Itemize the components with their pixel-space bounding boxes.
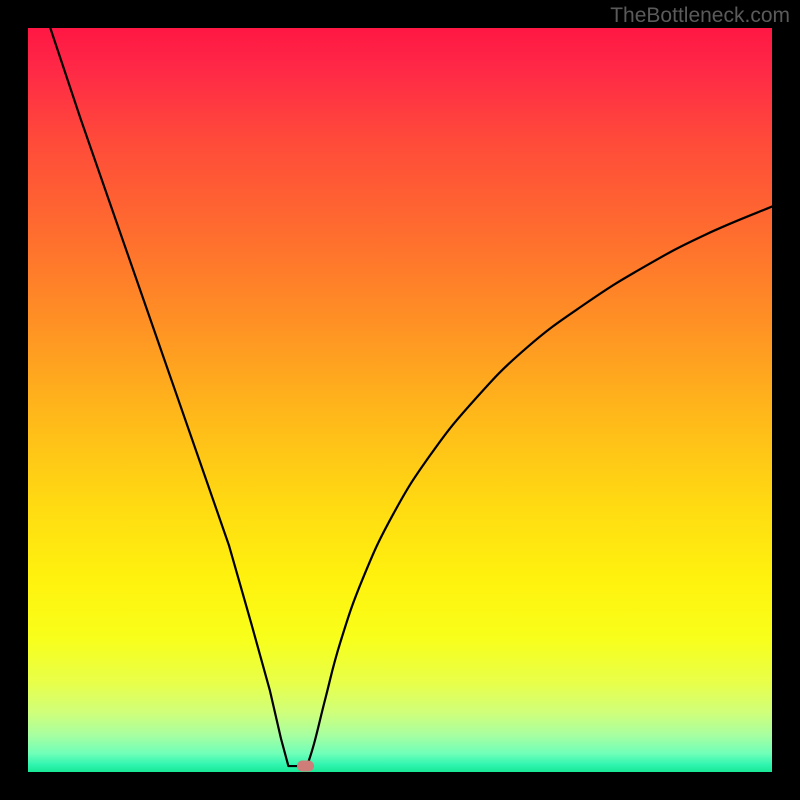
watermark-text: TheBottleneck.com [610,4,790,28]
chart-frame: TheBottleneck.com [0,0,800,800]
optimum-marker [297,761,314,772]
plot-area [28,28,772,772]
gradient-background [28,28,772,772]
plot-svg [28,28,772,772]
